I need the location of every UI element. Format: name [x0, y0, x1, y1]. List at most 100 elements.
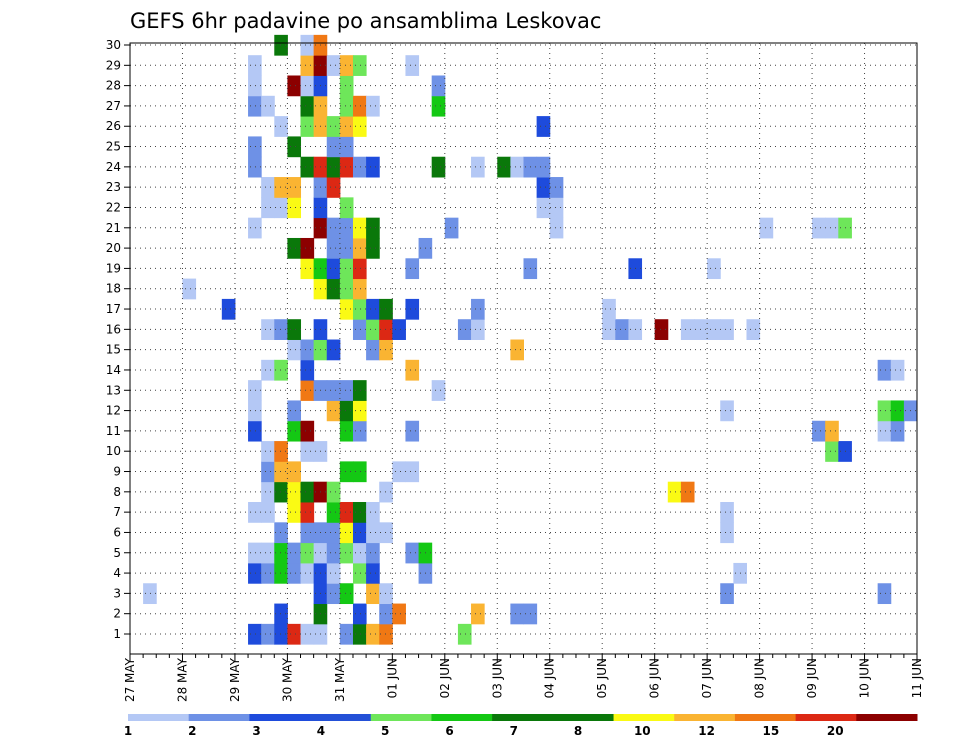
heatmap-cell — [261, 177, 275, 198]
heatmap-cell — [248, 542, 262, 564]
heatmap-cell — [352, 420, 367, 442]
y-tick-label: 2 — [113, 607, 121, 621]
heatmap-cell — [759, 217, 774, 239]
heatmap-cell — [444, 217, 459, 239]
heatmap-cell — [877, 420, 892, 442]
heatmap-cell — [274, 623, 288, 645]
heatmap-cell — [287, 400, 302, 422]
heatmap-cell — [366, 339, 380, 361]
heatmap-cell — [890, 359, 905, 381]
heatmap-cell — [287, 136, 302, 158]
heatmap-cell — [339, 116, 354, 137]
heatmap-cell — [326, 542, 341, 564]
heatmap-cell — [274, 562, 288, 584]
heatmap-cell — [287, 237, 302, 259]
x-tick-label: 08 JUN — [753, 658, 767, 698]
heatmap-cell — [602, 298, 616, 320]
heatmap-cell — [680, 319, 695, 340]
heatmap-cell — [274, 116, 288, 137]
y-tick-label: 8 — [113, 485, 121, 499]
y-tick-label: 12 — [106, 404, 121, 418]
heatmap-cell — [405, 55, 420, 76]
heatmap-cell — [326, 583, 341, 605]
heatmap-cell — [352, 319, 367, 340]
heatmap-cell — [300, 237, 315, 259]
heatmap-cell — [248, 420, 262, 442]
heatmap-cell — [326, 116, 341, 137]
x-tick-label: 03 JUN — [490, 658, 504, 698]
colorbar-segment — [128, 714, 190, 721]
heatmap-cell — [287, 461, 302, 483]
heatmap-cell — [825, 420, 839, 442]
heatmap-cell — [405, 359, 420, 381]
heatmap-cell — [379, 583, 393, 605]
heatmap-cell — [339, 461, 354, 483]
colorbar-segment — [310, 714, 372, 721]
heatmap-cell — [261, 562, 275, 584]
heatmap-cell — [300, 359, 315, 381]
y-tick-label: 11 — [106, 424, 121, 438]
heatmap-cell — [326, 217, 341, 239]
heatmap-cell — [352, 95, 367, 117]
colorbar-segment — [188, 714, 250, 721]
heatmap-cell — [352, 461, 367, 483]
heatmap-cell — [366, 156, 380, 178]
heatmap-cell — [248, 502, 262, 523]
heatmap-cell — [261, 95, 275, 117]
y-tick-label: 28 — [106, 79, 121, 93]
heatmap-cell — [248, 380, 262, 401]
heatmap-cell — [274, 542, 288, 564]
x-tick-label: 06 JUN — [648, 658, 662, 698]
chart-title: GEFS 6hr padavine po ansamblima Leskovac — [130, 9, 601, 33]
heatmap-cell — [339, 95, 354, 117]
y-tick-label: 25 — [106, 140, 121, 154]
colorbar-label: 15 — [763, 724, 780, 738]
heatmap-cell — [326, 55, 341, 76]
colorbar-segment — [370, 714, 432, 721]
heatmap-cell — [536, 177, 551, 198]
heatmap-cell — [471, 319, 485, 340]
heatmap-cell — [339, 522, 354, 544]
heatmap-cell — [366, 95, 380, 117]
heatmap-cell — [457, 623, 472, 645]
heatmap-cell — [536, 156, 551, 178]
heatmap-cell — [300, 522, 315, 544]
heatmap-cell — [326, 562, 341, 584]
y-tick-label: 20 — [106, 241, 121, 255]
heatmap-cell — [300, 116, 315, 137]
heatmap-cell — [497, 156, 511, 178]
heatmap-cell — [182, 278, 197, 300]
heatmap-cell — [680, 481, 695, 503]
heatmap-cell — [339, 258, 354, 280]
heatmap-cell — [812, 217, 826, 239]
heatmap-cell — [300, 34, 315, 56]
y-axis-ticks: 1234567891011121314151617181920212223242… — [106, 38, 130, 641]
x-tick-label: 28 MAY — [176, 657, 190, 702]
heatmap-cell — [261, 461, 275, 483]
heatmap-cell — [615, 319, 629, 340]
y-tick-label: 24 — [106, 160, 121, 174]
heatmap-cell — [707, 319, 721, 340]
heatmap-cell — [352, 156, 367, 178]
heatmap-cell — [287, 339, 302, 361]
heatmap-cell — [261, 359, 275, 381]
heatmap-cell — [326, 156, 341, 178]
heatmap-cell — [352, 258, 367, 280]
y-tick-label: 19 — [106, 261, 121, 275]
x-tick-label: 29 MAY — [228, 657, 242, 702]
heatmap-cell — [392, 603, 406, 625]
heatmap-cell — [300, 441, 315, 462]
heatmap-cell — [274, 481, 288, 503]
colorbar-label: 5 — [381, 724, 389, 738]
x-axis-ticks: 27 MAY 28 MAY 29 MAY 30 MAY 31 MAY 01 JUN 02 J… — [123, 654, 924, 702]
heatmap-cell — [261, 481, 275, 503]
colorbar-segment — [249, 714, 311, 721]
heatmap-cell — [536, 116, 551, 137]
y-tick-label: 7 — [113, 505, 121, 519]
y-tick-label: 13 — [106, 383, 121, 397]
y-tick-label: 6 — [113, 525, 121, 539]
heatmap-cell — [300, 339, 315, 361]
y-tick-label: 14 — [106, 363, 121, 377]
heatmap-cell — [471, 603, 485, 625]
heatmap-cell — [352, 542, 367, 564]
